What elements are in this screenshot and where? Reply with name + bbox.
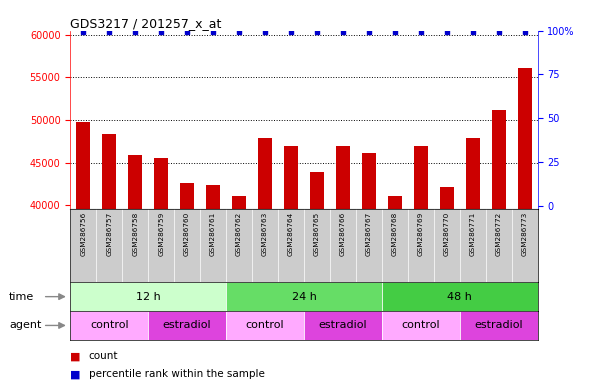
- Text: GSM286766: GSM286766: [340, 212, 346, 257]
- Text: GSM286765: GSM286765: [314, 212, 320, 257]
- Text: 12 h: 12 h: [136, 291, 161, 302]
- Text: count: count: [89, 351, 118, 361]
- Text: ■: ■: [70, 351, 81, 361]
- Bar: [180, 183, 194, 384]
- Text: GSM286772: GSM286772: [496, 212, 502, 257]
- Bar: [388, 196, 402, 384]
- Bar: [459, 311, 538, 340]
- Bar: [466, 138, 480, 384]
- Text: GSM286758: GSM286758: [132, 212, 138, 257]
- Bar: [382, 311, 459, 340]
- Text: control: control: [246, 320, 284, 331]
- Text: estradiol: estradiol: [474, 320, 523, 331]
- Text: ■: ■: [70, 369, 81, 379]
- Bar: [128, 155, 142, 384]
- Bar: [206, 185, 220, 384]
- Text: GSM286773: GSM286773: [522, 212, 528, 257]
- Bar: [382, 282, 538, 311]
- Text: GSM286757: GSM286757: [106, 212, 112, 257]
- Bar: [102, 134, 116, 384]
- Text: agent: agent: [9, 320, 42, 331]
- Text: time: time: [9, 291, 34, 302]
- Bar: [414, 146, 428, 384]
- Text: control: control: [401, 320, 440, 331]
- Bar: [440, 187, 454, 384]
- Bar: [304, 311, 382, 340]
- Text: percentile rank within the sample: percentile rank within the sample: [89, 369, 265, 379]
- Bar: [362, 153, 376, 384]
- Text: control: control: [90, 320, 128, 331]
- Bar: [518, 68, 532, 384]
- Bar: [70, 311, 148, 340]
- Bar: [70, 282, 226, 311]
- Text: GSM286770: GSM286770: [444, 212, 450, 257]
- Bar: [154, 158, 168, 384]
- Bar: [226, 282, 382, 311]
- Text: estradiol: estradiol: [318, 320, 367, 331]
- Bar: [148, 311, 226, 340]
- Text: GDS3217 / 201257_x_at: GDS3217 / 201257_x_at: [70, 17, 222, 30]
- Text: GSM286771: GSM286771: [470, 212, 476, 257]
- Text: GSM286768: GSM286768: [392, 212, 398, 257]
- Text: GSM286763: GSM286763: [262, 212, 268, 257]
- Text: GSM286759: GSM286759: [158, 212, 164, 257]
- Bar: [258, 138, 272, 384]
- Text: GSM286761: GSM286761: [210, 212, 216, 257]
- Text: 48 h: 48 h: [447, 291, 472, 302]
- Text: GSM286769: GSM286769: [418, 212, 424, 257]
- Bar: [232, 196, 246, 384]
- Bar: [336, 146, 350, 384]
- Text: estradiol: estradiol: [163, 320, 211, 331]
- Text: GSM286762: GSM286762: [236, 212, 242, 257]
- Text: GSM286756: GSM286756: [80, 212, 86, 257]
- Text: GSM286760: GSM286760: [184, 212, 190, 257]
- Bar: [492, 110, 506, 384]
- Text: GSM286764: GSM286764: [288, 212, 294, 257]
- Bar: [310, 172, 324, 384]
- Bar: [76, 122, 90, 384]
- Text: 24 h: 24 h: [291, 291, 316, 302]
- Text: GSM286767: GSM286767: [366, 212, 372, 257]
- Bar: [284, 146, 298, 384]
- Bar: [226, 311, 304, 340]
